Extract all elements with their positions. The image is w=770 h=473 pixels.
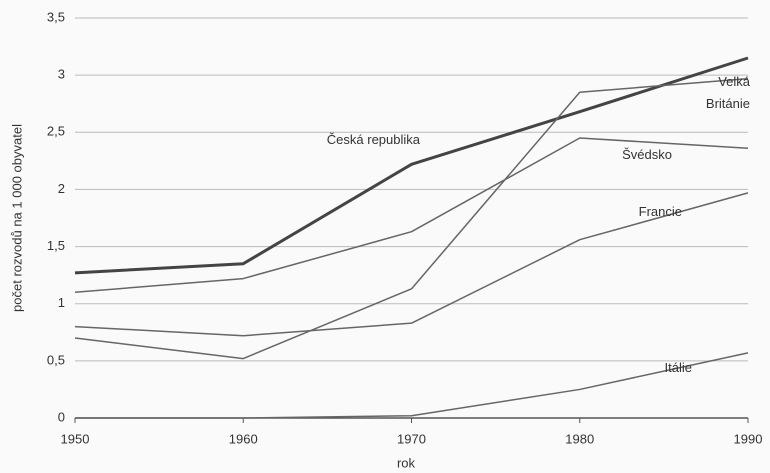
y-tick-label: 1,5 (47, 238, 65, 253)
y-tick-label: 0 (58, 409, 65, 424)
y-axis-label: počet rozvodů na 1 000 obyvatel (9, 124, 24, 312)
x-tick-label: 1950 (61, 431, 90, 446)
series-label-text: Švédsko (622, 147, 672, 162)
series-label: Itálie (664, 360, 692, 375)
series-label: Švédsko (622, 147, 672, 162)
series-label-text: Česká republika (326, 132, 420, 147)
x-tick-label: 1990 (734, 431, 763, 446)
series-label-text: Francie (638, 204, 682, 219)
series-label: Francie (638, 204, 682, 219)
series-label-text: Velká Británie (705, 74, 750, 111)
series-line (74, 192, 749, 337)
y-tick-label: 1 (58, 295, 65, 310)
y-tick-label: 2 (58, 181, 65, 196)
x-tick-label: 1970 (397, 431, 426, 446)
series-label: Česká republika (326, 132, 420, 147)
y-tick-label: 3,5 (47, 9, 65, 24)
series-line (74, 137, 749, 294)
x-tick-label: 1980 (565, 431, 594, 446)
x-tick-label: 1960 (229, 431, 258, 446)
y-tick-label: 0,5 (47, 352, 65, 367)
series-line (75, 352, 749, 419)
series-line (74, 56, 749, 275)
y-tick-label: 3 (58, 67, 65, 82)
series-label-text: Itálie (664, 360, 692, 375)
x-axis-label: rok (397, 455, 416, 470)
series-label: Velká Británie (705, 74, 750, 111)
series-line (74, 77, 749, 360)
y-tick-label: 2,5 (47, 124, 65, 139)
